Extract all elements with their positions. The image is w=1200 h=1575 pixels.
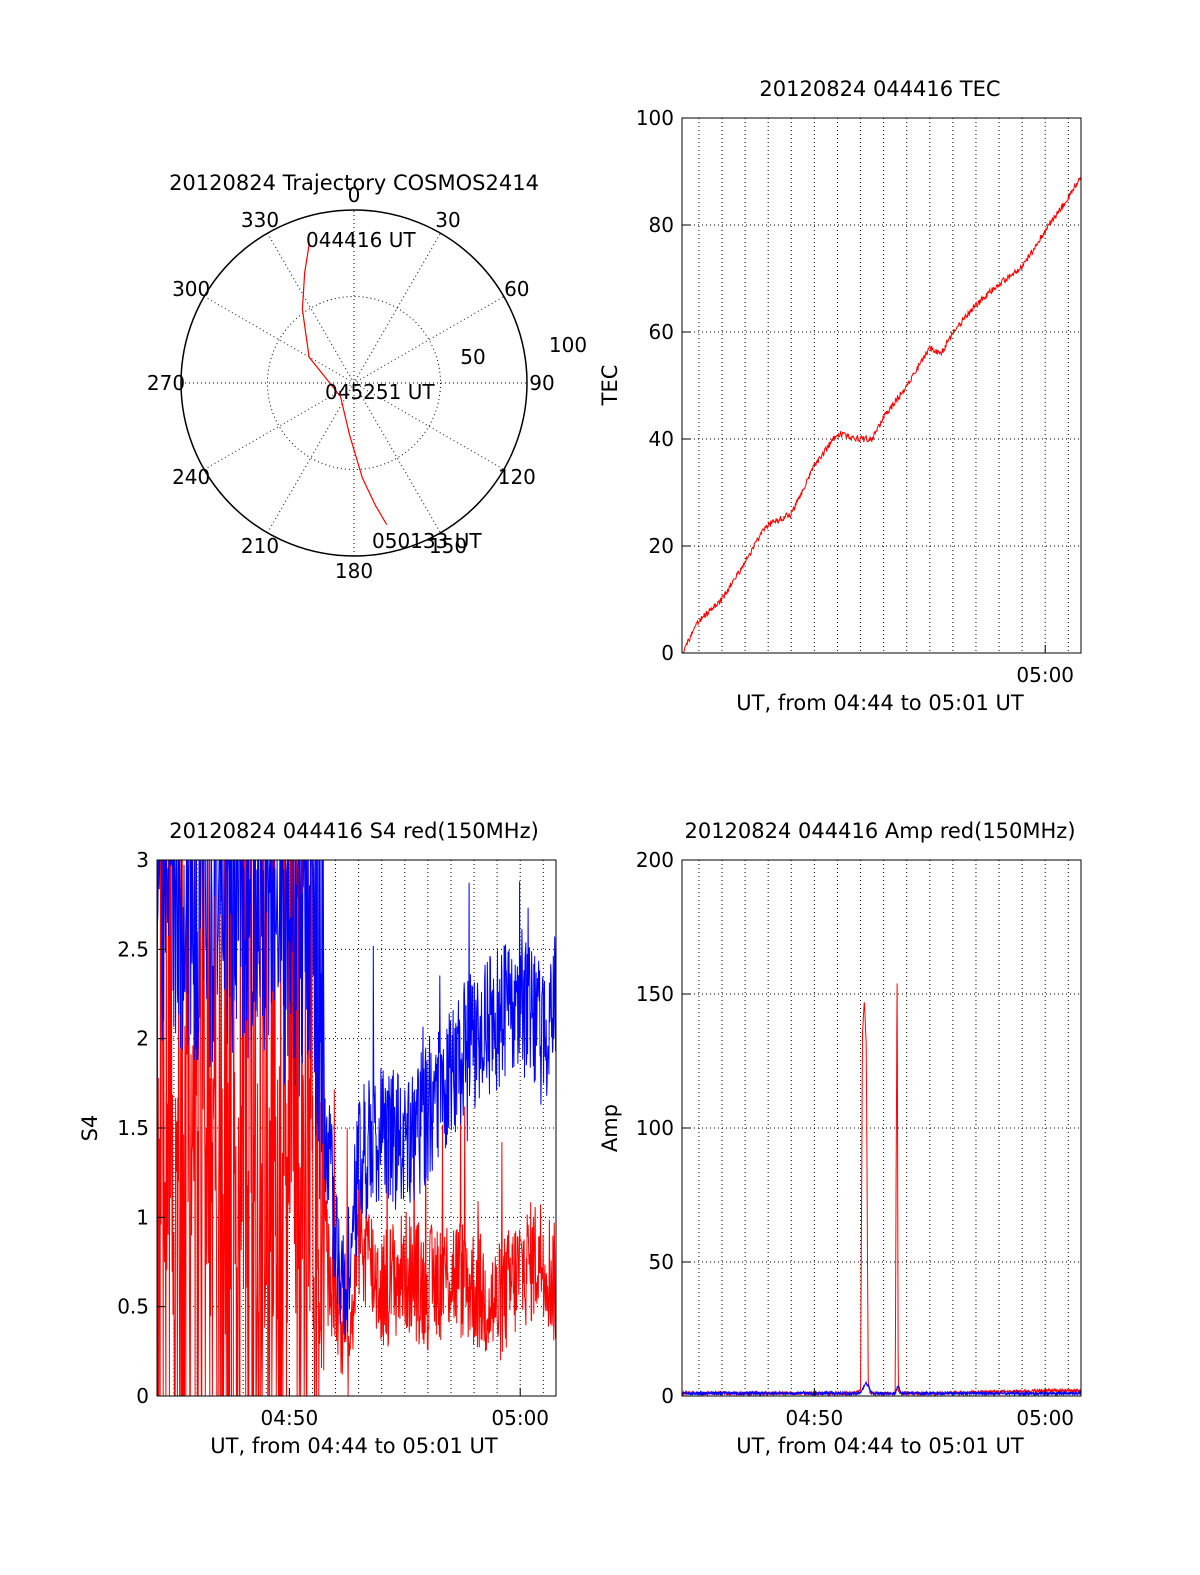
tec-y-tick-labels: 0 20 40 60 80 100 xyxy=(636,106,690,665)
tec-x-axis-label: UT, from 04:44 to 05:01 UT xyxy=(736,691,1024,715)
tec-y-tick-label: 80 xyxy=(649,213,674,237)
radial-label-50: 50 xyxy=(460,345,485,369)
polar-grid xyxy=(180,209,528,557)
tec-y-axis-label: TEC xyxy=(598,365,622,407)
polar-angle-label-90: 90 xyxy=(529,371,554,395)
trajectory-title: 20120824 Trajectory COSMOS2414 xyxy=(169,171,539,195)
amp-y-tick-labels: 0 50 100 150 200 xyxy=(636,848,690,1408)
s4-series-0 xyxy=(157,860,556,1396)
tec-x-tick-labels: 05:00 xyxy=(1016,645,1074,687)
amp-x-axis-label: UT, from 04:44 to 05:01 UT xyxy=(736,1434,1024,1458)
amp-series-0 xyxy=(682,983,1081,1396)
s4-x-tick-labels: 04:50 05:00 xyxy=(261,1388,549,1430)
tec-plot-frame xyxy=(681,117,1082,654)
polar-angle-label-150: 150 xyxy=(429,534,467,558)
polar-angle-label-330: 330 xyxy=(241,208,279,232)
tec-panel: 20120824 044416 TEC 0 20 40 60 80 100 05:00 T… xyxy=(598,77,1082,715)
polar-angle-label-210: 210 xyxy=(241,534,279,558)
amp-series-1 xyxy=(682,1380,1081,1396)
amp-y-tick-label: 200 xyxy=(636,848,674,872)
polar-angle-labels: 0 30 60 90 120 150 180 210 240 270 300 330 xyxy=(147,183,555,583)
s4-y-tick-labels: 0 0.5 1 1.5 2 2.5 3 xyxy=(117,848,165,1408)
trajectory-start-label: 044416 UT xyxy=(306,228,416,252)
s4-x-tick-label: 05:00 xyxy=(491,1406,549,1430)
tec-y-tick-label: 100 xyxy=(636,106,674,130)
tec-y-tick-label: 40 xyxy=(649,427,674,451)
radial-label-100: 100 xyxy=(549,333,587,357)
s4-y-axis-label: S4 xyxy=(78,1115,102,1142)
tec-series xyxy=(682,176,1081,653)
amp-y-tick-label: 50 xyxy=(649,1250,674,1274)
polar-angle-label-240: 240 xyxy=(172,465,210,489)
tec-x-tick-label: 05:00 xyxy=(1016,663,1074,687)
s4-y-tick-label: 1.5 xyxy=(117,1116,149,1140)
trajectory-track xyxy=(301,244,388,525)
s4-y-tick-label: 3 xyxy=(136,848,149,872)
s4-title: 20120824 044416 S4 red(150MHz) xyxy=(169,819,539,843)
s4-y-tick-label: 0 xyxy=(136,1384,149,1408)
s4-y-tick-label: 0.5 xyxy=(117,1295,149,1319)
s4-y-tick-label: 2 xyxy=(136,1027,149,1051)
s4-series-1 xyxy=(157,860,556,1339)
amp-y-tick-label: 150 xyxy=(636,982,674,1006)
polar-angle-label-180: 180 xyxy=(335,559,373,583)
amp-plot-frame xyxy=(681,859,1082,1397)
s4-y-tick-label: 2.5 xyxy=(117,937,149,961)
amp-x-tick-label: 04:50 xyxy=(786,1406,844,1430)
polar-outer-circle xyxy=(180,209,528,557)
polar-angle-label-30: 30 xyxy=(435,208,460,232)
tec-series-0 xyxy=(682,176,1081,653)
trajectory-panel: 20120824 Trajectory COSMOS2414 0 30 60 90 12… xyxy=(147,171,587,583)
polar-angle-label-0: 0 xyxy=(348,183,361,207)
s4-y-tick-label: 1 xyxy=(136,1205,149,1229)
s4-x-axis-label: UT, from 04:44 to 05:01 UT xyxy=(210,1434,498,1458)
amp-x-tick-labels: 04:50 05:00 xyxy=(786,1388,1074,1430)
amp-x-tick-label: 05:00 xyxy=(1016,1406,1074,1430)
tec-y-tick-label: 60 xyxy=(649,320,674,344)
amp-y-tick-label: 100 xyxy=(636,1116,674,1140)
amp-y-axis-label: Amp xyxy=(598,1104,622,1152)
s4-x-tick-label: 04:50 xyxy=(261,1406,319,1430)
polar-angle-label-120: 120 xyxy=(498,465,536,489)
amp-grid xyxy=(682,860,1081,1396)
trajectory-end-label: 050133 UT xyxy=(372,529,482,553)
amp-series xyxy=(682,983,1081,1396)
tec-grid xyxy=(682,118,1081,653)
trajectory-line xyxy=(301,244,388,525)
trajectory-mid-label: 045251 UT xyxy=(325,380,435,404)
s4-panel: 20120824 044416 S4 red(150MHz) 0 0.5 1 1.5 2… xyxy=(78,819,557,1458)
amp-y-tick-label: 0 xyxy=(661,1384,674,1408)
polar-spoke-150 xyxy=(267,232,441,534)
polar-angle-label-300: 300 xyxy=(172,277,210,301)
polar-angle-label-60: 60 xyxy=(504,277,529,301)
amp-panel: 20120824 044416 Amp red(150MHz) 0 50 100 15… xyxy=(598,819,1082,1458)
tec-y-tick-label: 0 xyxy=(661,641,674,665)
s4-series xyxy=(157,860,556,1396)
amp-title: 20120824 044416 Amp red(150MHz) xyxy=(684,819,1075,843)
polar-ring-50 xyxy=(267,296,441,470)
tec-y-tick-label: 20 xyxy=(649,534,674,558)
tec-title: 20120824 044416 TEC xyxy=(759,77,1000,101)
polar-angle-label-270: 270 xyxy=(147,371,185,395)
